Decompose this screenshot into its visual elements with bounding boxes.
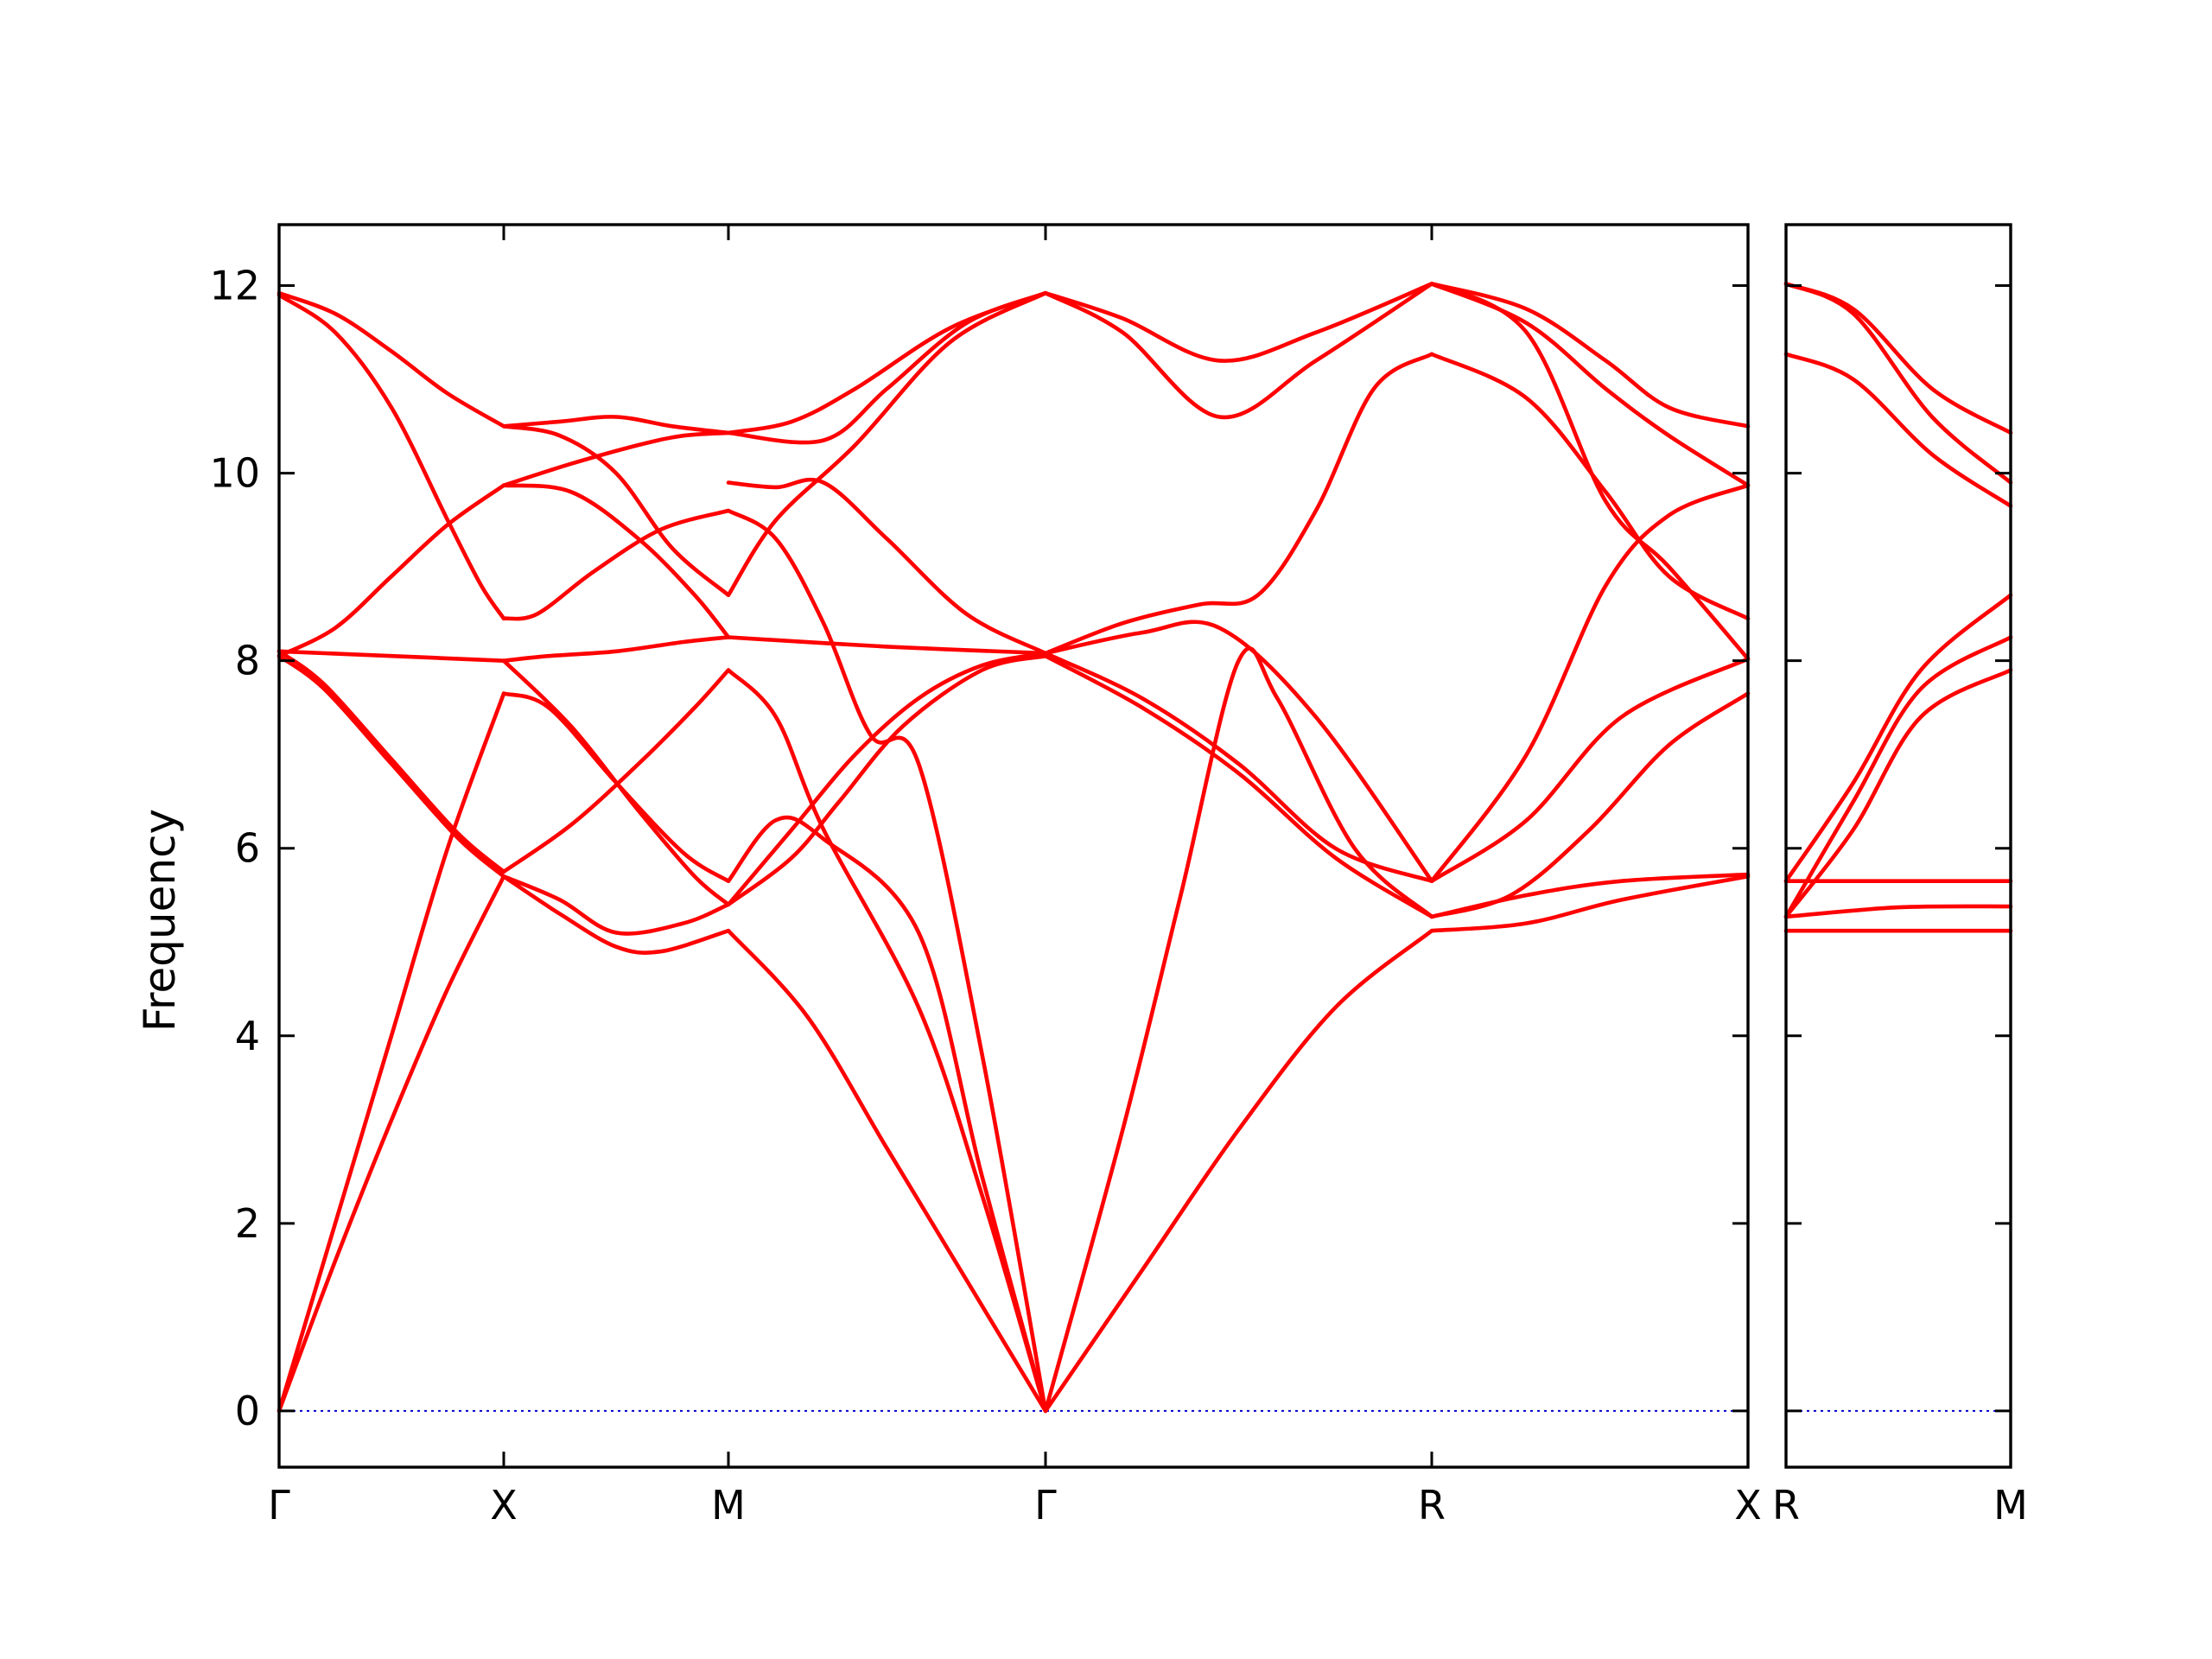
band-line-X-M-3 <box>501 668 731 874</box>
band-line-Γ-R-2 <box>1043 646 1434 1414</box>
band-line-M-Γ-1 <box>726 928 1048 1414</box>
band-line-Γ-R-3 <box>1043 653 1434 919</box>
band-line-Γ-R-5 <box>1043 620 1434 883</box>
band-series <box>1783 282 2013 933</box>
x-tick-label: X <box>1734 1482 1762 1529</box>
band-line-Γ-X-2 <box>276 691 506 1414</box>
band-line-Γ-X-4 <box>276 649 506 874</box>
band-line-R-M-2 <box>1783 904 2013 919</box>
band-line-X-M-11 <box>501 415 731 435</box>
panel-frame <box>1784 223 2012 1469</box>
band-line-R-X-4 <box>1429 657 1751 883</box>
band-series <box>276 282 1751 1414</box>
band-line-Γ-R-4 <box>1043 651 1434 883</box>
band-line-R-X-9 <box>1429 282 1751 429</box>
y-tick-label: 0 <box>235 1388 260 1434</box>
x-tick-label: M <box>1993 1482 2028 1529</box>
band-line-Γ-R-8 <box>1043 282 1434 363</box>
panel-1: 0 2 4 6 8 10 12 Γ X M Γ R X <box>209 223 1762 1529</box>
band-line-M-Γ-2 <box>726 653 1048 907</box>
band-line-R-M-4 <box>1783 668 2013 919</box>
band-line-M-Γ-6 <box>726 635 1048 656</box>
band-line-R-X-2 <box>1429 872 1751 919</box>
y-tick-label: 2 <box>235 1200 260 1247</box>
band-line-M-Γ-11 <box>726 290 1048 435</box>
band-line-M-Γ-7 <box>726 290 1048 597</box>
y-tick-label: 8 <box>235 638 260 684</box>
y-tick-label: 6 <box>235 825 260 872</box>
band-line-Γ-R-1 <box>1043 928 1434 1414</box>
band-line-Γ-X-5 <box>276 649 506 663</box>
band-line-M-Γ-4 <box>726 815 1048 1414</box>
band-line-R-M-9 <box>1783 282 2013 435</box>
y-tick-label: 10 <box>209 450 260 497</box>
band-line-R-M-7 <box>1783 352 2013 508</box>
x-tick-label: Γ <box>268 1482 290 1529</box>
x-tick-label: X <box>490 1482 518 1529</box>
band-line-M-Γ-3 <box>726 651 1048 907</box>
band-line-Γ-X-6 <box>276 483 506 658</box>
y-tick-label: 12 <box>209 263 260 309</box>
band-line-X-M-5 <box>501 658 731 907</box>
band-line-R-X-3 <box>1429 691 1751 919</box>
band-line-Γ-X-7 <box>276 293 506 621</box>
band-line-M-Γ-8 <box>726 508 1048 1414</box>
band-line-X-M-9 <box>501 430 731 487</box>
y-tick-label: 4 <box>235 1013 260 1059</box>
band-line-Γ-R-6 <box>1043 352 1434 656</box>
band-line-X-M-7 <box>501 508 731 621</box>
band-line-Γ-X-8 <box>276 290 506 429</box>
band-line-X-M-6 <box>501 635 731 663</box>
panel-frame <box>277 223 1750 1469</box>
band-line-M-Γ-5 <box>726 668 1048 1414</box>
band-line-R-X-8 <box>1429 282 1751 487</box>
band-line-Γ-R-7 <box>1043 282 1434 420</box>
band-line-X-M-2 <box>501 874 731 936</box>
y-axis-label: Frequency <box>135 809 185 1032</box>
band-line-X-M-8 <box>501 483 731 639</box>
band-line-R-X-6 <box>1429 352 1751 621</box>
band-line-R-X-1 <box>1429 874 1751 933</box>
band-line-X-M-1 <box>501 874 731 955</box>
x-tick-label: R <box>1772 1482 1800 1529</box>
band-line-R-M-8 <box>1783 282 2013 485</box>
x-tick-label: M <box>711 1482 746 1529</box>
band-line-R-X-5 <box>1429 483 1751 883</box>
band-line-R-X-7 <box>1429 282 1751 661</box>
band-line-M-Γ-9 <box>726 477 1048 656</box>
band-line-Γ-X-3 <box>276 653 506 879</box>
band-line-R-M-5 <box>1783 635 2013 919</box>
band-line-X-M-10 <box>501 424 731 597</box>
band-line-R-M-6 <box>1783 593 2013 883</box>
x-tick-label: R <box>1418 1482 1446 1529</box>
band-line-Γ-X-1 <box>276 874 506 1414</box>
x-tick-label: Γ <box>1034 1482 1057 1529</box>
